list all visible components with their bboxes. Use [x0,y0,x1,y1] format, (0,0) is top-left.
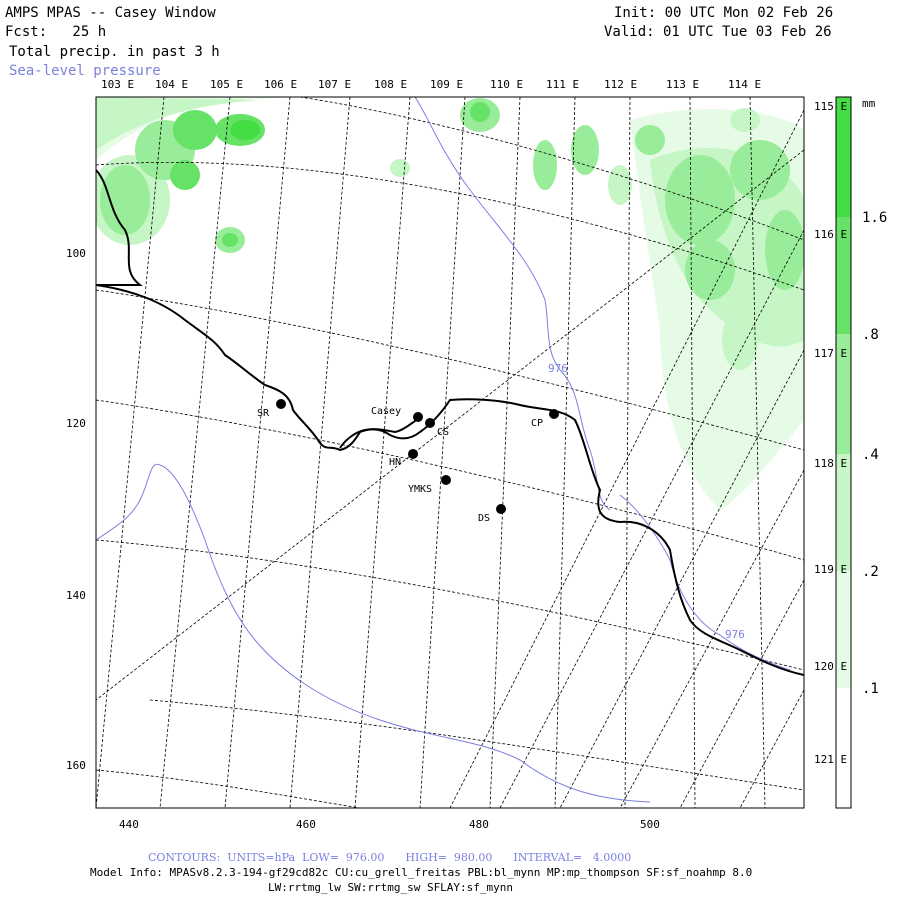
right-lon-115: 115 E [814,100,848,113]
y-label-140: 140 [66,589,86,602]
colorbar-bin-3 [836,334,851,454]
station-label-ymks: YMKS [408,484,432,495]
lat-lon-grid [96,97,804,808]
right-lon-119: 119 E [814,563,848,576]
colorbar-bin-6 [836,688,851,808]
colorbar-bin-1 [836,97,851,217]
x-label-480: 480 [469,818,489,831]
contour-label-1: 976 [548,362,568,375]
contour-label-2: 976 [725,628,745,641]
top-lon-label-109e: 109 E [430,78,464,91]
station-markers: SR Casey CS HN YMKS DS CP [257,399,559,524]
colorbar-bin-2 [836,217,851,334]
y-label-160: 160 [66,759,86,772]
x-label-440: 440 [119,818,139,831]
station-dot-casey [413,412,423,422]
colorbar-frame [835,96,852,809]
model-info-physics: LW:rrtmg_lw SW:rrtmg_sw SFLAY:sf_mynn [268,881,514,894]
map-title: AMPS MPAS -- Casey Window [5,5,216,21]
x-label-500: 500 [640,818,660,831]
y-label-100: 100 [66,247,86,260]
top-lon-label-108e: 108 E [374,78,408,91]
right-lon-120: 120 E [814,660,848,673]
top-lon-label-106e: 106 E [264,78,298,91]
map-frame [95,96,805,809]
right-lon-116: 116 E [814,228,848,241]
contours-info: CONTOURS: UNITS=hPa LOW= 976.00 HIGH= 98… [148,851,632,864]
colorbar-label-0.1: .1 [862,681,879,697]
model-info: Model Info: MPASv8.2.3-194-gf29cd82c CU:… [90,866,753,879]
top-lon-label-107e: 107 E [318,78,352,91]
top-lon-label-114e: 114 E [728,78,762,91]
coastline [96,169,804,676]
colorbar-label-0.4: .4 [862,447,879,463]
right-lon-118: 118 E [814,457,848,470]
station-label-sr: SR [257,408,270,419]
station-dot-cs [425,418,435,428]
station-label-hn: HN [389,457,401,468]
colorbar [835,96,852,809]
colorbar-label-0.8: .8 [862,327,879,343]
colorbar-bin-5 [836,571,851,688]
right-lon-121: 121 E [814,753,848,766]
station-label-cs: CS [437,427,449,438]
station-dot-hn [408,449,418,459]
station-dot-ymks [441,475,451,485]
precip-field [96,97,804,510]
colorbar-label-1.6: 1.6 [862,210,888,226]
station-dot-ds [496,504,506,514]
overlay-name: Sea-level pressure [9,63,161,79]
colorbar-unit: mm [862,97,876,110]
colorbar-label-0.2: .2 [862,564,879,580]
top-lon-label-104e: 104 E [155,78,189,91]
top-lon-label-105e: 105 E [210,78,244,91]
right-lon-117: 117 E [814,347,848,360]
station-label-casey: Casey [371,406,401,417]
top-lon-label-103e: 103 E [101,78,135,91]
station-label-cp: CP [531,418,543,429]
forecast-hour: Fcst: 25 h [5,24,107,40]
field-name: Total precip. in past 3 h [9,44,220,60]
top-lon-label-111e: 111 E [546,78,580,91]
isobar-contours [96,97,791,803]
valid-time: Valid: 01 UTC Tue 03 Feb 26 [604,24,832,40]
top-lon-label-112e: 112 E [604,78,638,91]
station-label-ds: DS [478,513,490,524]
station-dot-cp [549,409,559,419]
colorbar-bin-4 [836,454,851,571]
y-label-120: 120 [66,417,86,430]
init-time: Init: 00 UTC Mon 02 Feb 26 [614,5,834,21]
top-lon-label-113e: 113 E [666,78,700,91]
station-dot-sr [276,399,286,409]
x-label-460: 460 [296,818,316,831]
top-lon-label-110e: 110 E [490,78,524,91]
